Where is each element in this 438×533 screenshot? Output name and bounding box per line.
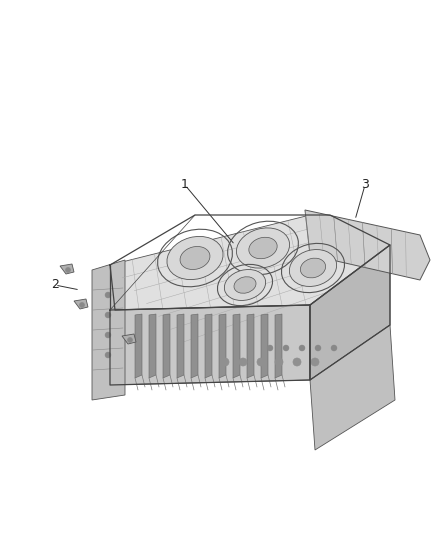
Text: 1: 1 [181, 179, 189, 191]
Circle shape [66, 268, 71, 272]
Circle shape [221, 358, 229, 366]
Ellipse shape [224, 270, 266, 301]
Polygon shape [219, 314, 226, 378]
Circle shape [267, 345, 273, 351]
Circle shape [80, 303, 85, 308]
Ellipse shape [234, 277, 256, 293]
Ellipse shape [249, 237, 277, 259]
Ellipse shape [290, 249, 337, 286]
Polygon shape [261, 314, 268, 378]
Polygon shape [110, 215, 390, 355]
Polygon shape [60, 264, 74, 274]
Ellipse shape [237, 228, 290, 268]
Circle shape [105, 332, 111, 338]
Text: 3: 3 [361, 179, 369, 191]
Ellipse shape [300, 258, 325, 278]
Polygon shape [310, 245, 390, 380]
Circle shape [293, 358, 301, 366]
Polygon shape [135, 314, 142, 378]
Polygon shape [310, 325, 395, 450]
Circle shape [275, 358, 283, 366]
Polygon shape [122, 334, 136, 344]
Text: 2: 2 [51, 279, 59, 292]
Circle shape [283, 345, 289, 351]
Polygon shape [191, 314, 198, 378]
Ellipse shape [180, 246, 210, 270]
Circle shape [105, 312, 111, 318]
Polygon shape [247, 314, 254, 378]
Circle shape [239, 358, 247, 366]
Polygon shape [305, 210, 430, 280]
Polygon shape [110, 305, 310, 385]
Circle shape [127, 337, 133, 343]
Circle shape [105, 292, 111, 298]
Polygon shape [275, 314, 282, 378]
Polygon shape [163, 314, 170, 378]
Circle shape [257, 358, 265, 366]
Circle shape [299, 345, 305, 351]
Circle shape [105, 352, 111, 358]
Polygon shape [149, 314, 156, 378]
Circle shape [311, 358, 319, 366]
Polygon shape [233, 314, 240, 378]
Circle shape [331, 345, 337, 351]
Circle shape [315, 345, 321, 351]
Polygon shape [205, 314, 212, 378]
Polygon shape [92, 260, 125, 400]
Polygon shape [74, 299, 88, 309]
Polygon shape [177, 314, 184, 378]
Ellipse shape [167, 237, 223, 280]
